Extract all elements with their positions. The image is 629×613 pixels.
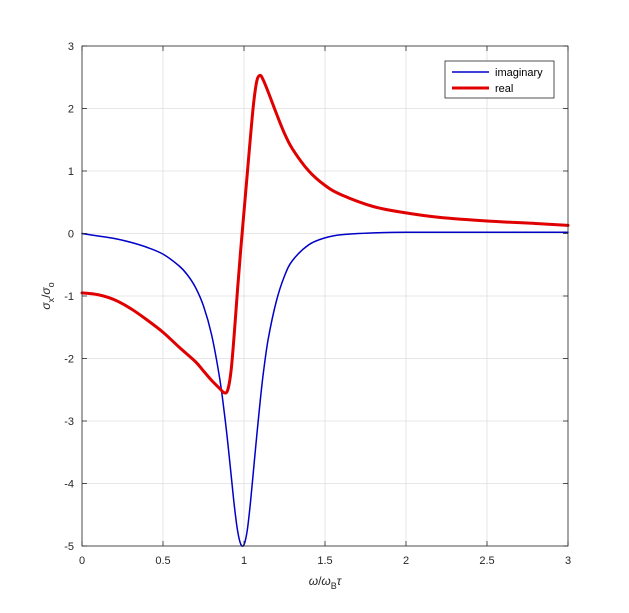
y-tick-label: 3	[68, 41, 74, 53]
y-tick-label: 0	[68, 229, 74, 241]
x-tick-label: 0	[79, 555, 85, 567]
series-line-real	[80, 73, 570, 395]
x-tick-label: 1	[241, 555, 247, 567]
y-tick-label: -1	[64, 291, 74, 303]
y-tick-label: -4	[64, 479, 74, 491]
y-tick-label: -3	[64, 416, 74, 428]
y-tick-label: -5	[64, 541, 74, 553]
y-tick-label: -2	[64, 354, 74, 366]
x-tick-label: 2	[403, 555, 409, 567]
y-tick-label: 2	[68, 104, 74, 116]
legend-box	[444, 60, 555, 99]
y-axis-label: σx/σo	[39, 282, 56, 309]
x-tick-label: 1.5	[317, 555, 332, 567]
x-axis-label: ω/ωBτ	[309, 574, 343, 591]
legend: imaginary real	[444, 60, 555, 99]
y-tick-label: 1	[68, 166, 74, 178]
ticks: 0 0.5 1 1.5 2 2.5 3 -5 -4 -3 -2 -1 0 1 2 3	[64, 41, 571, 567]
x-tick-label: 2.5	[479, 555, 494, 567]
legend-label-real: real	[495, 83, 513, 95]
x-tick-label: 3	[565, 555, 571, 567]
legend-label-imaginary: imaginary	[495, 67, 543, 79]
x-tick-label: 0.5	[155, 555, 170, 567]
